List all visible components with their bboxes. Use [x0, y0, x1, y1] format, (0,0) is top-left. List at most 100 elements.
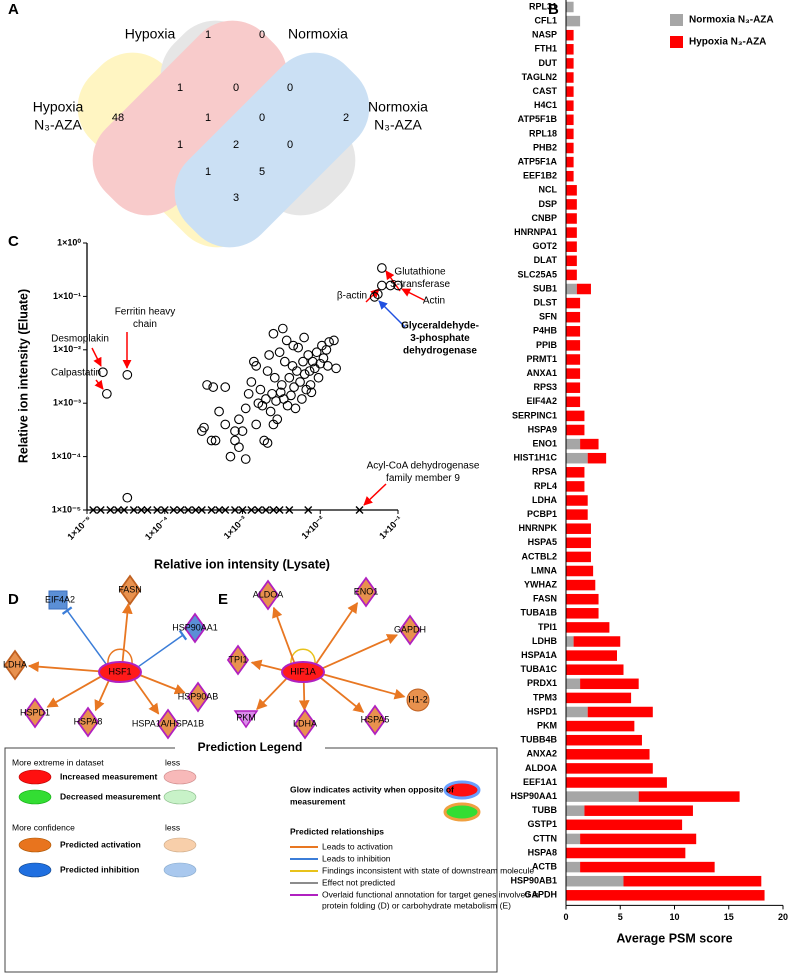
point-stroke: [143, 506, 152, 514]
x-tick-label: 10: [669, 912, 679, 922]
venn-label: Hypoxia: [33, 99, 84, 115]
x-tick-label: 1×10⁻⁵: [65, 514, 93, 542]
point-stroke: [184, 506, 193, 514]
hub-label: HSF1: [108, 666, 131, 676]
category-label: ENO1: [532, 438, 557, 448]
point: [369, 292, 380, 302]
category-label: EEF1B2: [523, 171, 557, 181]
point: [143, 506, 152, 514]
bar-segment: [566, 15, 581, 27]
point-stroke: [89, 506, 98, 514]
bar-segment: [566, 156, 574, 168]
bar-segment: [566, 890, 765, 901]
bar-segment: [566, 692, 632, 704]
category-label: GOT2: [532, 241, 557, 251]
category-label: HSPA9: [528, 424, 557, 434]
bar-segment: [566, 199, 577, 210]
point-stroke: [153, 506, 162, 514]
legend-text: less: [165, 757, 180, 767]
point: [271, 396, 281, 406]
point: [269, 506, 278, 514]
y-tick-label: 1×10⁰: [57, 237, 81, 247]
point: [234, 414, 244, 425]
point: [275, 506, 284, 514]
category-label: HNRNPK: [518, 523, 557, 533]
venn-label: Normoxia: [288, 26, 348, 42]
bar-segment: [566, 861, 581, 873]
category-label: TPM3: [533, 692, 557, 702]
node-label: HSP90AA1: [172, 622, 218, 632]
legend-text: less: [165, 822, 180, 832]
annotation-arrows: [91, 270, 425, 506]
point: [290, 403, 301, 414]
category-label: EIF4A2: [526, 396, 557, 406]
point: [393, 280, 403, 291]
point: [305, 380, 316, 390]
edge: [322, 673, 406, 700]
bar-segment: [566, 537, 591, 549]
point: [269, 372, 280, 383]
category-label: HSPA1A: [521, 650, 557, 660]
point: [259, 435, 270, 446]
point: [282, 400, 293, 411]
panel-letter: D: [8, 591, 19, 608]
arrow: [378, 300, 406, 328]
edge: [27, 661, 101, 673]
point: [120, 506, 129, 514]
legend-text: Predicted inhibition: [60, 864, 139, 874]
point: [311, 347, 322, 358]
category-label: PPIB: [536, 340, 558, 350]
bar-segment: [566, 452, 588, 464]
edge: [319, 676, 365, 713]
bar-segment: [566, 720, 635, 732]
point: [184, 506, 193, 514]
category-label: CTTN: [533, 833, 557, 843]
swatch: [443, 802, 481, 822]
bar-segment: [576, 283, 591, 295]
point: [169, 506, 178, 514]
edge: [314, 602, 359, 666]
bar-segment: [566, 44, 574, 55]
point: [262, 438, 273, 448]
category-label: PRDX1: [527, 678, 557, 688]
category-label: HSP90AB1: [510, 876, 557, 886]
point-stroke: [304, 506, 313, 514]
point-stroke: [137, 506, 146, 514]
category-label: ALDOA: [525, 763, 557, 773]
bar-segment: [566, 340, 581, 351]
point-stroke: [238, 506, 247, 514]
point: [106, 506, 115, 514]
legend-text: Leads to inhibition: [322, 853, 391, 863]
point: [214, 406, 224, 417]
bar-segment: [566, 114, 574, 126]
point-stroke: [254, 506, 263, 514]
category-label: FASN: [533, 594, 557, 604]
bar-segment: [566, 227, 577, 238]
point: [322, 361, 333, 371]
category-label: LDHB: [532, 636, 557, 646]
category-label: ATP5F1A: [518, 156, 558, 166]
point: [284, 372, 295, 383]
category-label: P4HB: [533, 326, 558, 336]
bar-segment: [566, 72, 574, 83]
legend-text: Leads to activation: [322, 841, 393, 851]
bar-segment: [580, 678, 639, 690]
venn-set: [92, 20, 288, 216]
bar-segment: [584, 805, 693, 816]
annotation: β-actin: [337, 291, 367, 302]
point: [220, 419, 231, 430]
panel-letter: A: [8, 1, 19, 18]
panel-letter: E: [218, 591, 228, 608]
point: [261, 394, 271, 404]
legend-box: [4, 747, 498, 973]
node-label: ALDOA: [253, 589, 284, 599]
legend-text: Prediction Legend: [198, 740, 303, 754]
category-label: TAGLN2: [522, 72, 557, 82]
bar-segment: [566, 678, 581, 690]
bar-segment: [566, 650, 617, 661]
point: [299, 332, 309, 343]
point: [237, 426, 248, 436]
venn-count: 0: [259, 29, 265, 41]
point-stroke: [129, 506, 138, 514]
point: [297, 394, 307, 404]
